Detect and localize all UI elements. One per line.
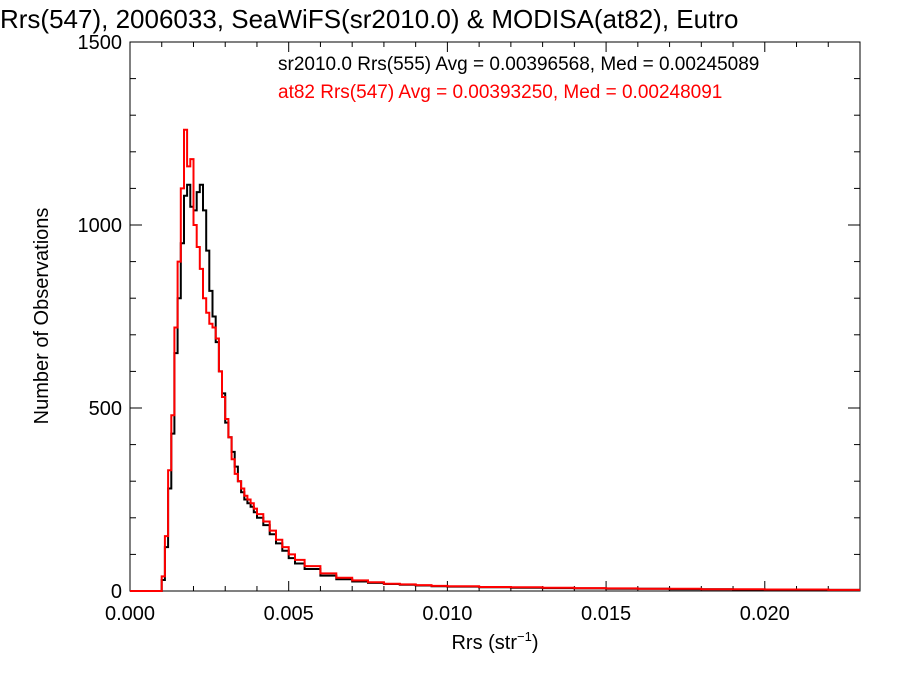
y-axis-label: Number of Observations	[31, 208, 53, 425]
x-axis-label: Rrs (str−1)	[451, 629, 538, 654]
y-tick-label: 1500	[78, 32, 123, 54]
y-tick-label: 0	[111, 581, 122, 603]
legend-entry-series-2: at82 Rrs(547) Avg = 0.00393250, Med = 0.…	[278, 82, 722, 103]
series-line-1	[130, 183, 860, 592]
series-layer	[130, 128, 860, 592]
y-tick-label: 1000	[78, 215, 123, 237]
x-axis-label-main: Rrs (str	[451, 632, 517, 654]
axis-ticks	[129, 41, 861, 592]
x-tick-label: 0.020	[740, 603, 790, 625]
x-axis-label-sup: −1	[517, 629, 532, 644]
axis-tick-labels: 0.000 0.005 0.010 0.015 0.020 0 500 1000 1500	[78, 32, 790, 625]
series-line-2	[130, 128, 860, 592]
legend-entry-series-1: sr2010.0 Rrs(555) Avg = 0.00396568, Med …	[278, 54, 759, 75]
x-tick-label: 0.015	[581, 603, 631, 625]
plot-area	[129, 41, 861, 592]
x-tick-label: 0.000	[105, 603, 155, 625]
x-tick-label: 0.010	[422, 603, 472, 625]
y-tick-label: 500	[89, 398, 122, 420]
x-tick-label: 0.005	[264, 603, 314, 625]
chart-title: Rrs(547), 2006033, SeaWiFS(sr2010.0) & M…	[0, 4, 738, 34]
plot-border	[129, 41, 861, 592]
x-axis-label-end: )	[532, 632, 539, 654]
